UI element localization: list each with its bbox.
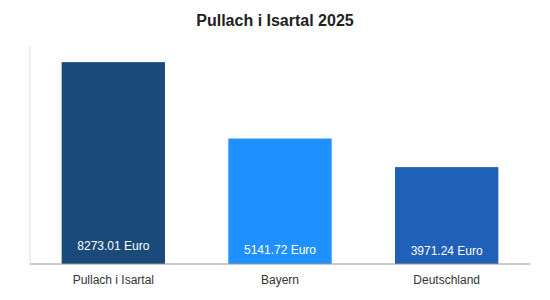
x-tick-label: Bayern bbox=[261, 273, 299, 287]
data-label: 3971.24 Euro bbox=[411, 244, 483, 258]
chart-container: Pullach i Isartal 2025 8273.01 Euro 5141.7… bbox=[0, 0, 550, 300]
bar bbox=[62, 62, 165, 264]
title: Pullach i Isartal 2025 bbox=[196, 12, 354, 29]
bar bbox=[228, 139, 331, 264]
chart: Pullach i Isartal 2025 8273.01 Euro 5141.7… bbox=[0, 0, 550, 300]
y-axis-line bbox=[30, 46, 31, 264]
data-label: 5141.72 Euro bbox=[244, 243, 316, 257]
x-axis-line bbox=[30, 264, 530, 265]
x-tick-label: Pullach i Isartal bbox=[73, 273, 154, 287]
bar bbox=[395, 167, 498, 264]
bars bbox=[62, 62, 499, 264]
x-tick-label: Deutschland bbox=[413, 273, 480, 287]
data-label: 8273.01 Euro bbox=[77, 239, 149, 253]
